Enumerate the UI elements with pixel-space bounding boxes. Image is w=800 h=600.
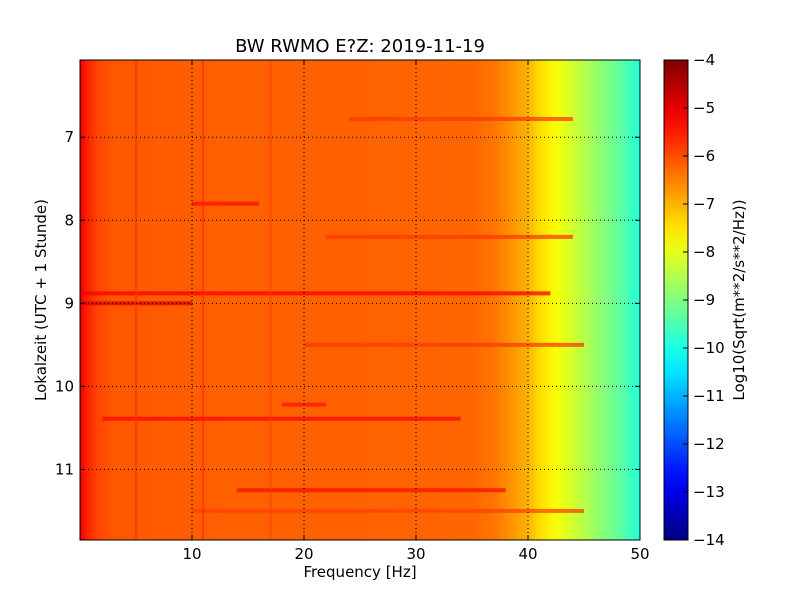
plot-area [80, 60, 640, 540]
y-tick-label: 9 [64, 294, 74, 312]
grid-lines [80, 60, 640, 540]
plot-frame [79, 59, 641, 541]
colorbar-tick-label: −6 [693, 147, 715, 165]
spectral-line [135, 60, 137, 540]
spectral-lines [135, 60, 272, 540]
colorbar-tick-label: −9 [693, 291, 715, 309]
y-tick-label: 10 [55, 377, 74, 395]
spectral-line [202, 60, 205, 540]
spectral-band [80, 291, 551, 296]
y-tick-label: 7 [64, 128, 74, 146]
spectral-band [102, 416, 461, 421]
x-tick-label: 20 [294, 545, 313, 563]
x-tick-label: 30 [406, 545, 425, 563]
colorbar-tick-label: −8 [693, 243, 715, 261]
spectrogram-background [80, 60, 640, 540]
colorbar-ticks: −4 −5 −6 −7 −8 −9 −10 −11 −12 −13 −14 [683, 51, 725, 549]
colorbar-tick-label: −5 [693, 99, 715, 117]
colorbar-tick-label: −11 [693, 387, 725, 405]
spectral-band [326, 234, 573, 239]
colorbar-tick-label: −7 [693, 195, 715, 213]
colorbar-tick-label: −4 [693, 51, 715, 69]
x-tick-label: 40 [518, 545, 537, 563]
chart-title: BW RWMO E?Z: 2019-11-19 [235, 36, 485, 57]
x-axis-label: Frequency [Hz] [303, 563, 416, 581]
y-axis-label: Lokalzeit (UTC + 1 Stunde) [32, 199, 50, 401]
colorbar-tick-label: −14 [693, 531, 725, 549]
spectral-band [192, 508, 584, 513]
y-tick-label: 8 [64, 211, 74, 229]
spectral-band [236, 488, 506, 493]
x-axis: 10 20 30 40 50 [182, 60, 650, 563]
colorbar-tick-label: −10 [693, 339, 725, 357]
colorbar-tick-label: −13 [693, 483, 725, 501]
spectral-line [269, 60, 272, 540]
spectral-band [192, 201, 260, 206]
y-tick-label: 11 [55, 460, 74, 478]
x-tick-label: 10 [182, 545, 201, 563]
x-tick-label: 50 [630, 545, 649, 563]
colorbar-tick-label: −12 [693, 435, 725, 453]
y-axis: 7 8 9 10 11 [55, 128, 640, 478]
spectral-band [304, 342, 584, 347]
colorbar-label: Log10(Sqrt(m**2/s**2/Hz)) [730, 199, 748, 400]
spectral-band [348, 116, 573, 121]
